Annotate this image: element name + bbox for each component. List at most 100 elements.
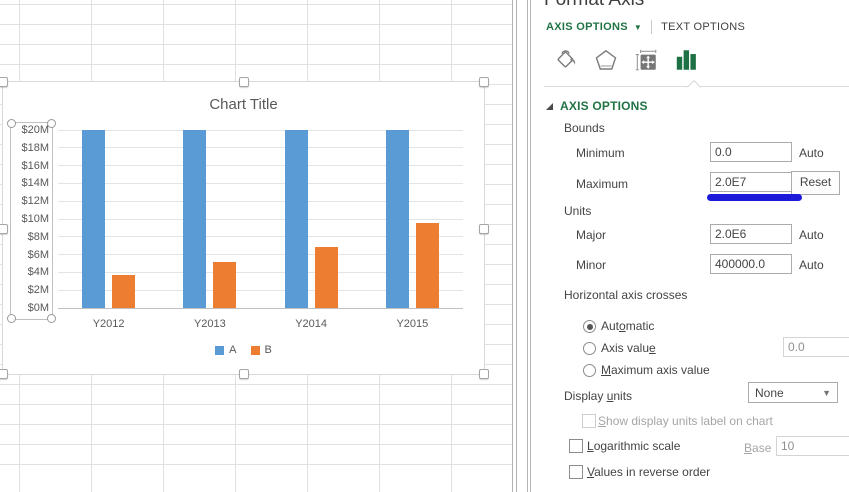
effects-icon[interactable] — [592, 45, 620, 75]
x-axis-category-label: Y2014 — [295, 318, 328, 330]
major-auto-label: Auto — [799, 228, 824, 242]
x-axis-category-label: Y2012 — [92, 318, 125, 330]
bar-series-b-y2014[interactable] — [314, 247, 338, 308]
bar-series-b-y2012[interactable] — [112, 275, 136, 308]
show-display-units-label: Show display units label on chart — [598, 414, 773, 428]
units-group-label: Units — [564, 204, 592, 218]
radio-automatic-label[interactable]: Automatic — [601, 319, 655, 333]
radio-axis-value[interactable] — [583, 342, 596, 355]
legend-swatch — [250, 345, 260, 355]
radio-maximum-axis-value[interactable] — [583, 364, 596, 377]
logarithmic-scale-label[interactable]: Logarithmic scale — [587, 439, 681, 453]
tab-axis-options[interactable]: AXIS OPTIONS ▼ — [546, 21, 642, 33]
axis-options-section-header[interactable]: AXIS OPTIONS — [546, 99, 648, 113]
gridline — [58, 182, 463, 184]
chart-resize-handle[interactable] — [239, 369, 249, 379]
gridline — [58, 147, 463, 149]
radio-axis-value-label[interactable]: Axis value — [601, 341, 656, 355]
axis-value-input — [783, 337, 849, 357]
gridline — [58, 218, 463, 220]
x-axis-line — [58, 307, 463, 309]
gridline — [58, 236, 463, 238]
selection-dot[interactable] — [47, 314, 56, 323]
minor-input[interactable] — [710, 254, 792, 274]
selection-dot[interactable] — [47, 119, 56, 128]
minimum-label: Minimum — [576, 146, 625, 160]
tab-axis-options-label: AXIS OPTIONS — [546, 21, 628, 33]
selection-dot[interactable] — [7, 119, 16, 128]
tab-text-options[interactable]: TEXT OPTIONS — [661, 21, 746, 33]
selection-dot[interactable] — [7, 314, 16, 323]
chart-resize-handle[interactable] — [479, 369, 489, 379]
value-axis-selection-box[interactable] — [7, 119, 56, 323]
chevron-down-icon[interactable]: ▼ — [633, 22, 643, 32]
values-reverse-checkbox[interactable] — [569, 465, 583, 479]
sheet-edge-line — [512, 0, 513, 492]
y-axis-tick-label: $12M — [21, 195, 49, 208]
y-axis-tick-label: $16M — [21, 159, 49, 172]
section-header-label: AXIS OPTIONS — [560, 99, 648, 113]
y-axis-tick-label: $6M — [27, 248, 49, 261]
x-axis-category-label: Y2013 — [193, 318, 226, 330]
chart-resize-handle[interactable] — [239, 77, 249, 87]
display-units-dropdown[interactable]: None ▼ — [748, 382, 838, 403]
reset-button[interactable]: Reset — [791, 171, 840, 195]
bar-series-b-y2015[interactable] — [415, 222, 439, 308]
gridline — [58, 165, 463, 167]
maximum-label: Maximum — [576, 177, 629, 191]
major-input[interactable] — [710, 224, 792, 244]
y-axis-tick-label: $14M — [21, 177, 49, 190]
y-axis-tick-label: $10M — [21, 213, 49, 225]
maximum-input[interactable] — [710, 172, 792, 192]
legend-label: B — [264, 344, 272, 356]
gridline — [58, 254, 463, 256]
chart-resize-handle[interactable] — [0, 369, 8, 379]
legend-item-a[interactable]: A — [215, 344, 237, 356]
display-units-label: Display units — [564, 389, 633, 403]
bar-series-a-y2012[interactable] — [82, 130, 106, 308]
radio-automatic[interactable] — [583, 320, 596, 333]
bar-series-b-y2013[interactable] — [213, 261, 237, 308]
chart-resize-handle[interactable] — [479, 224, 489, 234]
x-axis-category-label: Y2015 — [396, 318, 429, 330]
gridline — [58, 289, 463, 291]
format-axis-pane: Format Axis AXIS OPTIONS ▼ TEXT OPTIONS — [532, 0, 849, 492]
bounds-group-label: Bounds — [564, 121, 605, 135]
logarithmic-scale-checkbox[interactable] — [569, 439, 583, 453]
blue-annotation-underline — [707, 194, 802, 201]
display-units-value: None — [755, 385, 784, 400]
chart-title[interactable]: Chart Title — [209, 96, 278, 113]
bar-series-a-y2015[interactable] — [385, 130, 409, 308]
y-axis-tick-label: $0M — [27, 302, 49, 314]
chart-resize-handle[interactable] — [0, 224, 8, 234]
bar-series-a-y2014[interactable] — [284, 130, 308, 308]
collapse-triangle-icon[interactable] — [546, 102, 553, 110]
axis-chart-icon[interactable] — [672, 45, 700, 75]
y-axis-tick-label: $2M — [27, 284, 49, 297]
values-reverse-label[interactable]: Values in reverse order — [587, 465, 711, 479]
chart-resize-handle[interactable] — [0, 77, 8, 87]
gridline — [58, 200, 463, 202]
legend-label: A — [229, 344, 237, 356]
legend-item-b[interactable]: B — [250, 344, 272, 356]
minor-label: Minor — [576, 258, 607, 272]
fill-line-icon[interactable] — [552, 45, 580, 75]
gridline — [58, 129, 463, 131]
dropdown-arrow-icon: ▼ — [822, 387, 831, 398]
plot-area[interactable] — [58, 129, 463, 309]
base-label: Base — [744, 441, 772, 455]
size-properties-icon[interactable] — [632, 45, 660, 75]
pane-border-line — [527, 0, 528, 492]
chart-resize-handle[interactable] — [479, 77, 489, 87]
show-display-units-checkbox — [582, 414, 596, 428]
minimum-input[interactable] — [710, 142, 792, 162]
radio-maximum-axis-value-label[interactable]: Maximum axis value — [601, 363, 710, 377]
major-label: Major — [576, 228, 607, 242]
y-axis-tick-label: $20M — [21, 124, 49, 136]
sheet-edge-line-2 — [516, 0, 517, 492]
bar-series-a-y2013[interactable] — [183, 130, 207, 308]
y-axis-tick-label: $4M — [27, 266, 49, 279]
pane-title: Format Axis — [544, 0, 644, 11]
